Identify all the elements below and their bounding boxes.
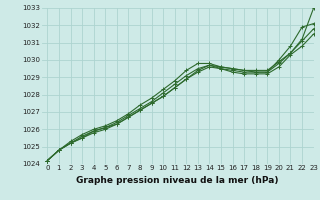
X-axis label: Graphe pression niveau de la mer (hPa): Graphe pression niveau de la mer (hPa) xyxy=(76,176,279,185)
